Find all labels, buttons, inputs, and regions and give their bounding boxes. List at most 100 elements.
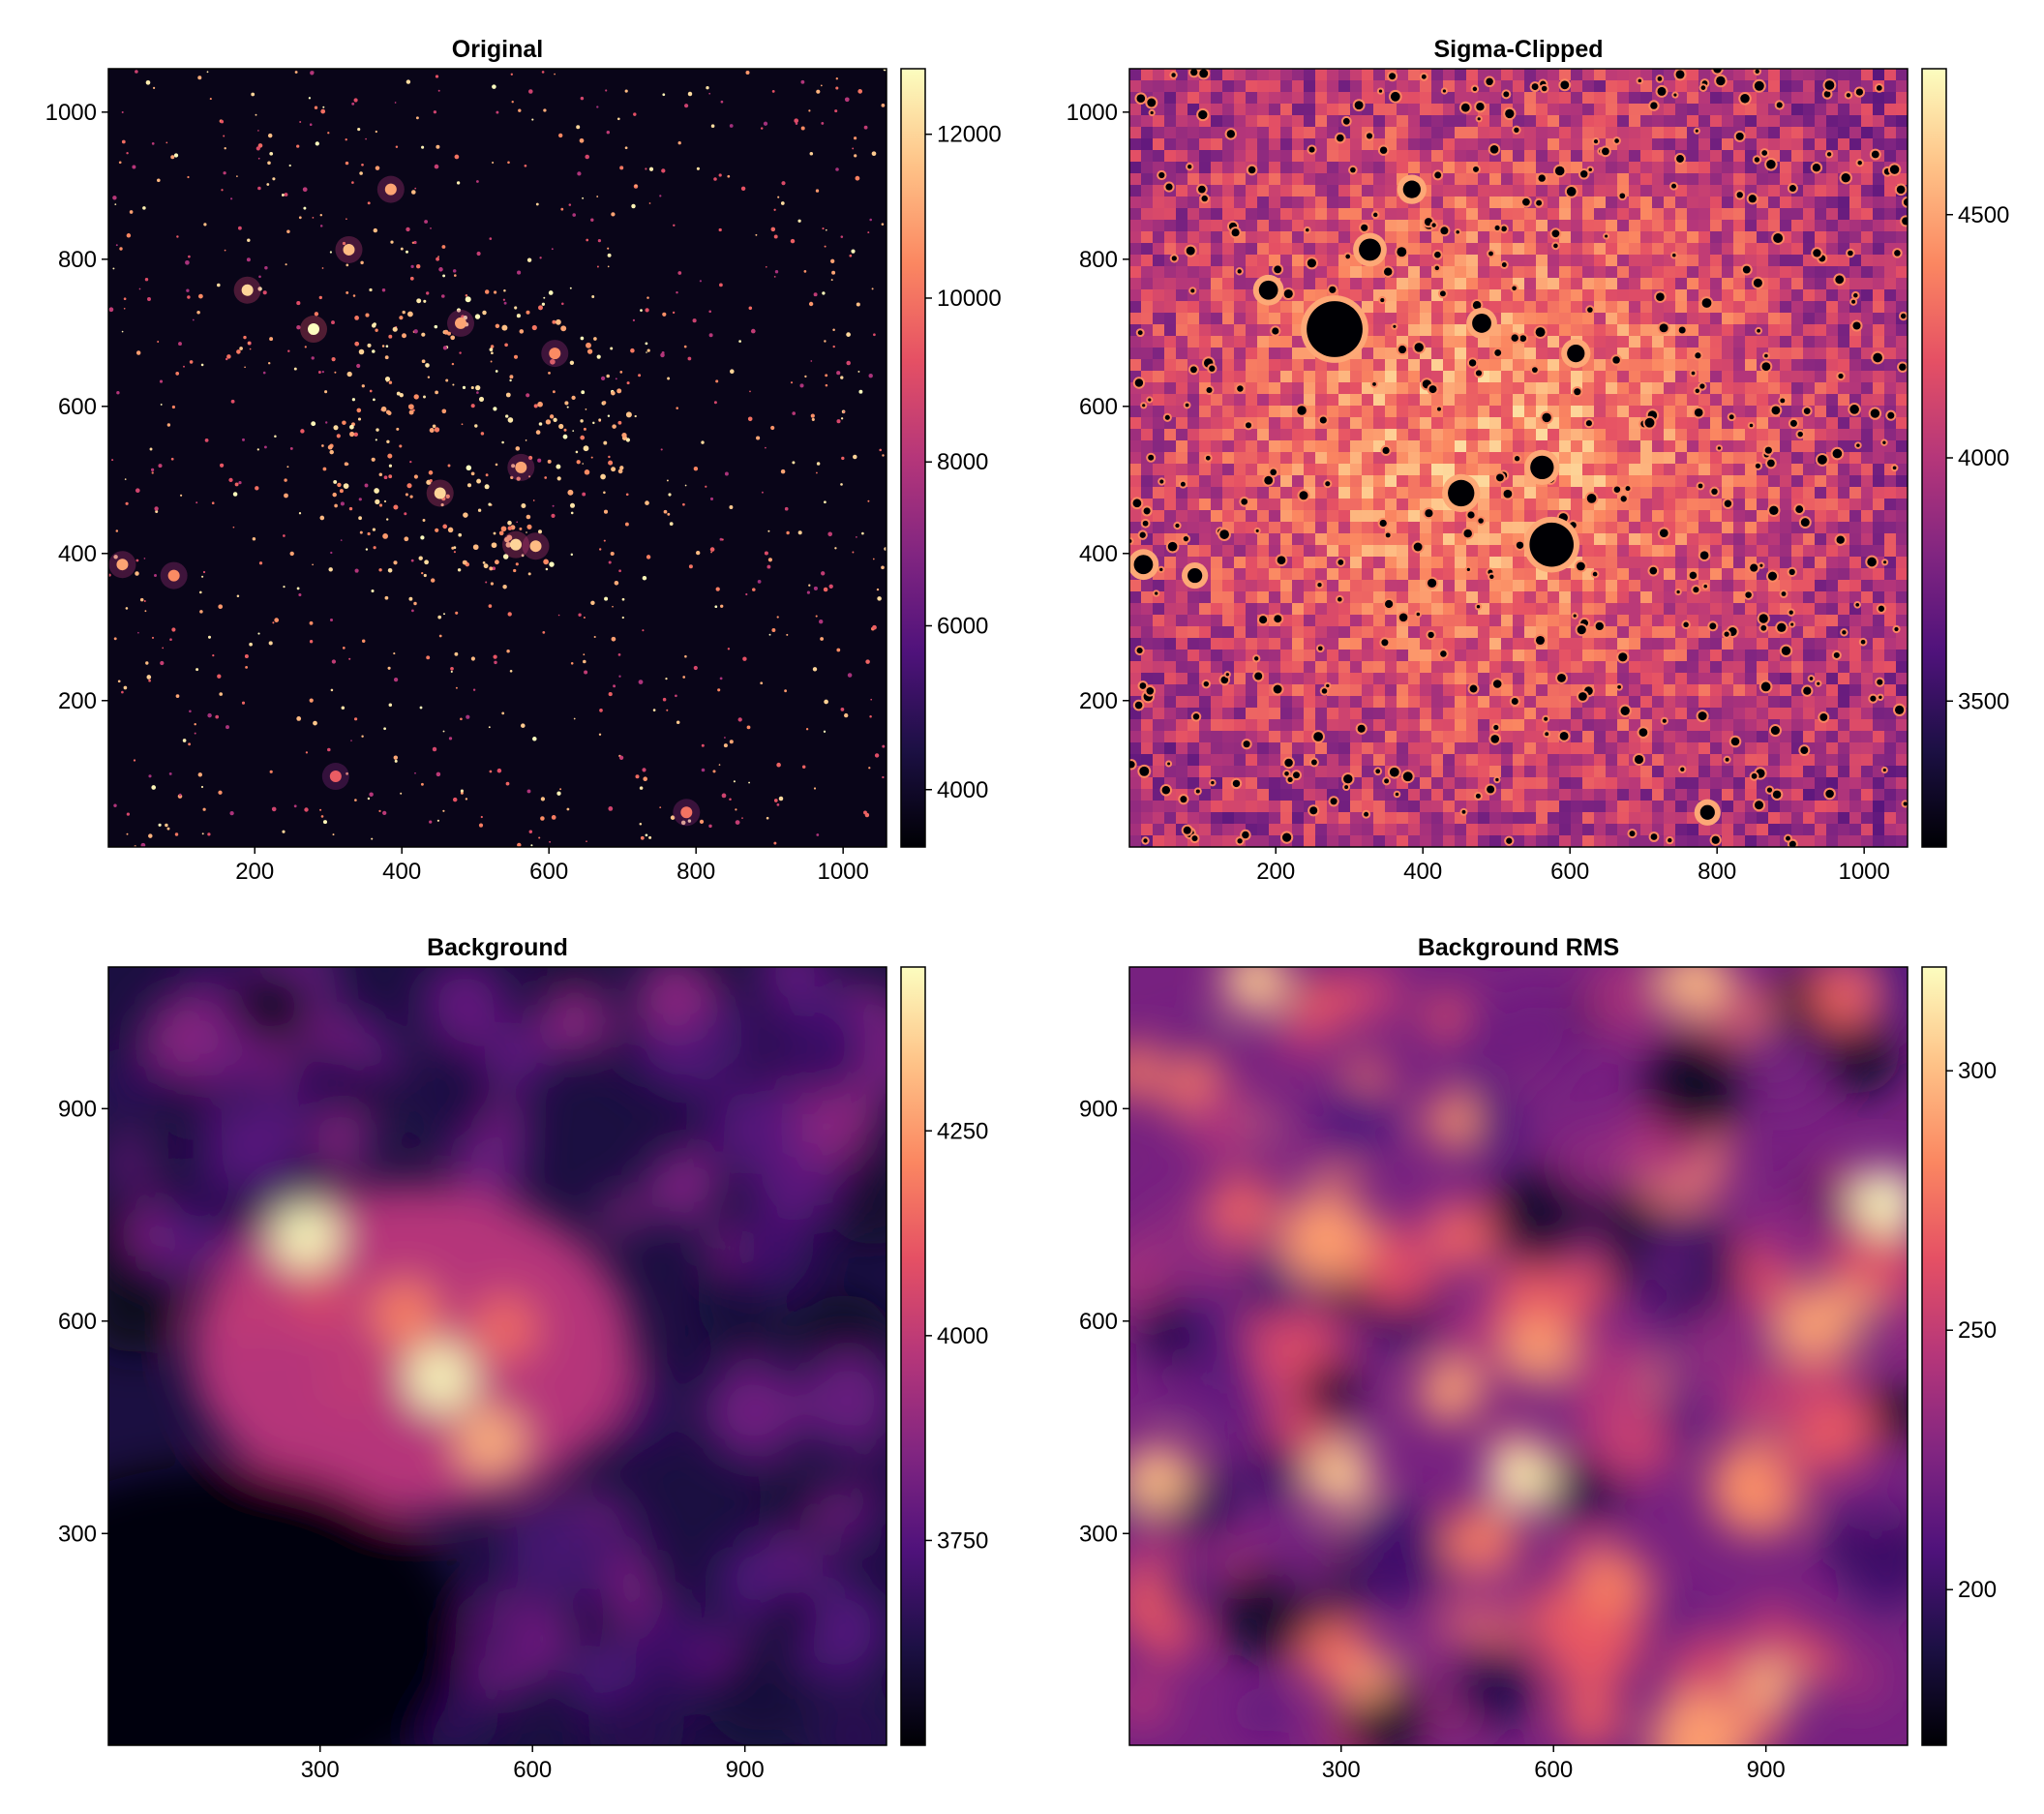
x-tick-label: 600 bbox=[513, 1757, 552, 1783]
smooth-field bbox=[108, 967, 887, 1745]
y-tick-label: 300 bbox=[1079, 1521, 1118, 1547]
background-peak bbox=[1662, 967, 1728, 1014]
background-peak bbox=[1129, 1443, 1190, 1510]
bright-source bbox=[434, 487, 446, 499]
bright-source bbox=[549, 348, 561, 360]
masked-source bbox=[1402, 180, 1421, 198]
background-peak bbox=[216, 1274, 283, 1341]
bright-source bbox=[308, 323, 320, 336]
masked-source bbox=[1699, 804, 1715, 820]
y-tick-label: 900 bbox=[1079, 1096, 1118, 1122]
background-peak bbox=[457, 1408, 524, 1475]
panel-background: Background 300 600 900 300 600 900 3750 4000 4250 bbox=[58, 934, 988, 1783]
background-peak bbox=[470, 1295, 537, 1362]
background-peak bbox=[1488, 1443, 1555, 1510]
background-peak bbox=[1506, 1316, 1573, 1383]
bright-source bbox=[515, 461, 527, 473]
x-tick-label: 200 bbox=[1256, 859, 1295, 885]
y-tick-label: 600 bbox=[58, 394, 97, 420]
masked-source bbox=[1530, 455, 1554, 480]
heatmap-background bbox=[108, 69, 887, 847]
masked-source bbox=[1307, 301, 1363, 357]
bright-source bbox=[680, 806, 693, 819]
y-tick-label: 600 bbox=[58, 1309, 97, 1335]
background-peak bbox=[273, 1202, 340, 1269]
panel-sigma-clipped: Sigma-Clipped 200 400 600 800 1000 200 400 600 80… bbox=[1067, 36, 2010, 885]
y-tick-label: 400 bbox=[58, 541, 97, 567]
x-tick-label: 1000 bbox=[817, 859, 868, 885]
y-tick-label: 1000 bbox=[1067, 100, 1118, 126]
y-tick-label: 300 bbox=[58, 1521, 97, 1547]
colorbar-tick-label: 3500 bbox=[1958, 688, 2009, 714]
masked-source bbox=[1359, 238, 1381, 261]
masked-sources bbox=[1129, 69, 1908, 847]
smooth-field bbox=[1129, 967, 1908, 1745]
y-tick-label: 400 bbox=[1079, 541, 1118, 567]
background-peak bbox=[1301, 1620, 1368, 1687]
axes-frame bbox=[1128, 68, 1909, 848]
masked-source bbox=[1187, 567, 1203, 584]
colorbar-tick-label: 4500 bbox=[1958, 202, 2009, 228]
bright-source bbox=[384, 183, 397, 196]
colorbar-tick-label: 12000 bbox=[937, 122, 1002, 148]
x-tick-label: 800 bbox=[676, 859, 715, 885]
masked-source bbox=[1448, 479, 1475, 507]
bright-source bbox=[167, 569, 180, 582]
background-peak bbox=[372, 1281, 438, 1347]
colorbar bbox=[1921, 68, 1947, 848]
x-tick-label: 200 bbox=[235, 859, 274, 885]
masked-source bbox=[1258, 280, 1278, 300]
masked-source bbox=[1529, 522, 1574, 567]
colorbar-tick-label: 4000 bbox=[937, 1323, 988, 1349]
background-peak bbox=[322, 1345, 389, 1411]
colorbar-tick-label: 8000 bbox=[937, 449, 988, 475]
background-peak bbox=[1577, 1550, 1643, 1617]
x-tick-label: 400 bbox=[382, 859, 421, 885]
colorbar-tick-label: 200 bbox=[1958, 1577, 1997, 1603]
background-peak bbox=[1811, 967, 1878, 1029]
panel-title: Original bbox=[452, 36, 543, 63]
background-peak bbox=[407, 1345, 474, 1411]
y-tick-label: 800 bbox=[1079, 247, 1118, 273]
colorbar-tick-label: 300 bbox=[1958, 1058, 1997, 1084]
heatmap-image bbox=[1129, 69, 1908, 847]
heatmap-image bbox=[108, 967, 887, 1745]
colorbar-tick-label: 4000 bbox=[1958, 445, 2009, 471]
bright-source bbox=[343, 243, 355, 256]
colorbar-tick-label: 4250 bbox=[937, 1118, 988, 1144]
x-tick-label: 600 bbox=[529, 859, 568, 885]
bright-source bbox=[509, 538, 522, 551]
axes-frame bbox=[1128, 966, 1909, 1746]
panel-background-rms: Background RMS 300 600 900 300 600 900 200 250 30… bbox=[1079, 934, 1997, 1783]
y-tick-label: 600 bbox=[1079, 394, 1118, 420]
y-tick-label: 200 bbox=[1079, 688, 1118, 714]
axes-frame bbox=[107, 68, 887, 848]
bright-source bbox=[529, 540, 542, 553]
background-peak bbox=[286, 1266, 353, 1333]
colorbar-tick-label: 3750 bbox=[937, 1527, 988, 1554]
y-tick-label: 600 bbox=[1079, 1309, 1118, 1335]
heatmap-image bbox=[1129, 967, 1908, 1745]
x-tick-label: 900 bbox=[726, 1757, 765, 1783]
masked-source bbox=[1567, 344, 1585, 363]
axes-frame bbox=[107, 966, 887, 1746]
x-tick-label: 600 bbox=[1534, 1757, 1573, 1783]
panel-title: Sigma-Clipped bbox=[1433, 36, 1603, 63]
x-tick-label: 900 bbox=[1747, 1757, 1786, 1783]
y-tick-label: 900 bbox=[58, 1096, 97, 1122]
y-tick-label: 800 bbox=[58, 247, 97, 273]
x-tick-label: 300 bbox=[1322, 1757, 1361, 1783]
y-tick-label: 1000 bbox=[45, 100, 97, 126]
panel-title: Background bbox=[427, 934, 568, 961]
colorbar-tick-label: 6000 bbox=[937, 613, 988, 639]
bright-source bbox=[116, 559, 129, 571]
star-field bbox=[108, 69, 887, 847]
bright-source bbox=[329, 771, 342, 783]
x-tick-label: 1000 bbox=[1838, 859, 1889, 885]
colorbar-tick-label: 250 bbox=[1958, 1317, 1997, 1344]
background-peak bbox=[1853, 1167, 1908, 1234]
panel-original: Original 200 400 600 800 1000 200 400 600 800 1000… bbox=[45, 36, 1002, 885]
colorbar bbox=[1921, 966, 1947, 1746]
bright-source bbox=[241, 284, 254, 296]
